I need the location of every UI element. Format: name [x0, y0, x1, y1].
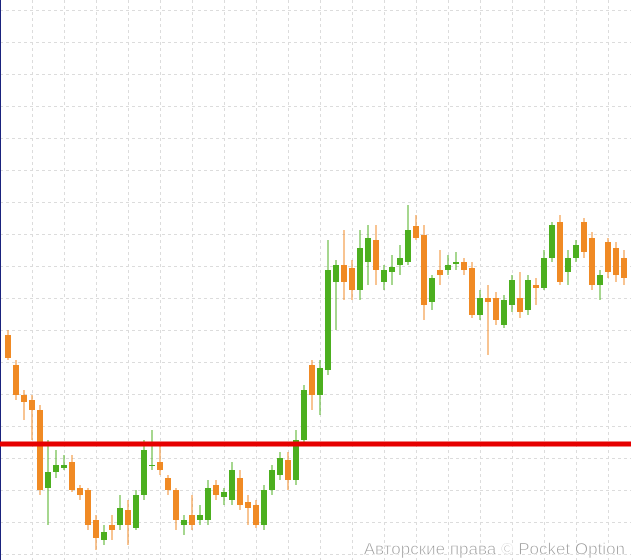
candle-body: [277, 458, 283, 475]
candle-body: [157, 462, 163, 470]
candle-body: [317, 368, 323, 395]
candle-body: [389, 267, 395, 272]
candle-body: [205, 488, 211, 520]
candle-body: [125, 510, 131, 525]
candle-body: [293, 440, 299, 480]
candle-body: [165, 478, 171, 490]
candle-body: [117, 508, 123, 525]
candle-body: [517, 298, 523, 312]
candle-body: [181, 520, 187, 525]
candle-body: [189, 515, 195, 525]
candle-body: [285, 460, 291, 480]
candle-body: [341, 265, 347, 282]
candle-body: [397, 258, 403, 265]
candle-body: [5, 335, 11, 358]
candle-body: [61, 465, 67, 468]
candle-body: [437, 270, 443, 275]
candle-body: [261, 490, 267, 525]
candle-body: [21, 395, 27, 402]
candle-body: [365, 238, 371, 262]
candle-body: [605, 242, 611, 272]
candle-body: [613, 248, 619, 275]
candle-body: [461, 262, 467, 270]
candle-body: [69, 462, 75, 490]
candle-body: [469, 268, 475, 315]
candle-body: [589, 238, 595, 285]
candle-body: [421, 235, 427, 305]
candle-body: [357, 248, 363, 290]
candle-body: [349, 268, 355, 290]
watermark: Авторские права © Pocket Option: [364, 539, 625, 558]
candle-body: [309, 365, 315, 395]
candle-body: [621, 258, 627, 278]
candle-body: [141, 450, 147, 495]
candle-body: [381, 270, 387, 282]
candle-body: [557, 222, 563, 282]
candle-body: [85, 490, 91, 525]
candle-body: [173, 490, 179, 520]
candle-body: [333, 265, 339, 282]
candle-body: [45, 472, 51, 488]
candle-body: [133, 495, 139, 528]
candle-body: [253, 505, 259, 525]
candle-body: [485, 298, 491, 302]
candle-body: [101, 532, 107, 540]
candle-body: [37, 410, 43, 490]
candle-body: [325, 270, 331, 370]
candle-body: [445, 265, 451, 270]
candle-body: [149, 465, 155, 466]
candle-body: [477, 298, 483, 315]
candle-body: [237, 478, 243, 505]
candle-body: [413, 226, 419, 238]
candle-body: [197, 515, 203, 520]
candle-body: [533, 285, 539, 288]
candle-body: [573, 245, 579, 258]
candle-body: [93, 520, 99, 538]
candle-body: [77, 488, 83, 495]
candle-body: [213, 485, 219, 495]
candle-body: [405, 230, 411, 262]
candle-body: [29, 400, 35, 410]
candle-body: [493, 298, 499, 320]
candle-body: [501, 300, 507, 325]
candles: [0, 205, 631, 550]
candle-body: [109, 525, 115, 530]
candle-body: [53, 465, 59, 472]
candle-body: [301, 390, 307, 440]
candle-body: [565, 258, 571, 272]
candle-body: [269, 470, 275, 490]
candle-body: [221, 492, 227, 497]
candle-body: [597, 275, 603, 285]
candle-body: [429, 278, 435, 302]
candle-body: [13, 365, 19, 395]
candle-body: [509, 280, 515, 305]
candle-body: [229, 470, 235, 500]
candle-body: [549, 225, 555, 258]
candle-body: [453, 262, 459, 264]
candle-body: [541, 258, 547, 288]
candle-body: [581, 222, 587, 252]
candle-body: [373, 240, 379, 270]
candle-body: [245, 502, 251, 508]
candle-body: [525, 280, 531, 310]
